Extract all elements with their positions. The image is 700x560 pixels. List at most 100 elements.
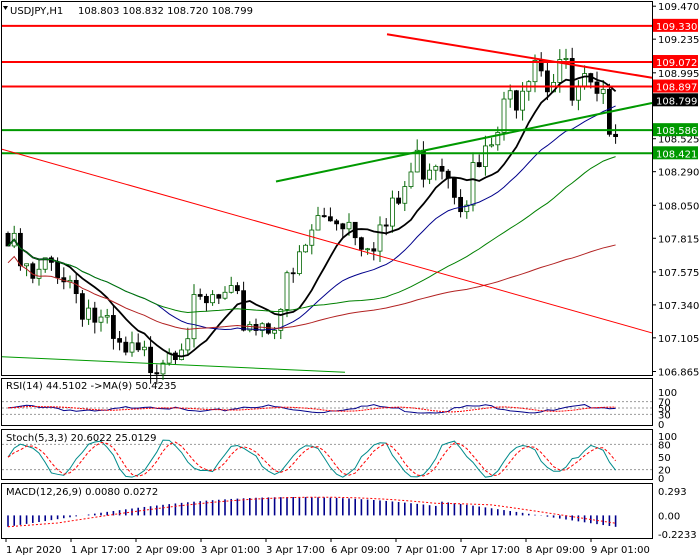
- candle-body: [408, 171, 414, 187]
- macd-label: MACD(12,26,9) 0.0080 0.0272: [6, 487, 158, 498]
- macd-frame: [1, 483, 653, 539]
- level-price-tag: [653, 55, 698, 69]
- candle-body: [439, 165, 445, 172]
- candle-body: [470, 162, 476, 206]
- time-tick-label: 8 Apr 09:00: [526, 545, 585, 556]
- sub-tick-label: 100: [658, 388, 677, 399]
- candle-body: [464, 204, 470, 213]
- candles: [5, 47, 618, 385]
- candle-body: [520, 90, 525, 111]
- candle-body: [179, 349, 185, 361]
- candle-body: [396, 197, 402, 204]
- sub-tick-label: 70: [658, 398, 671, 409]
- long-trendline[interactable]: [1, 148, 653, 334]
- time-tick-label: 2 Apr 09:00: [136, 545, 195, 556]
- candle-body: [148, 346, 154, 374]
- candle-body: [296, 251, 302, 274]
- candle-body: [303, 244, 309, 253]
- sub-tick-label: 0.00: [658, 511, 680, 522]
- price-tick-label: 106.865: [658, 367, 699, 378]
- symbol-timeframe: USDJPY,H1: [10, 6, 63, 17]
- time-tick-label: 7 Apr 01:00: [396, 545, 455, 556]
- sub-tick-label: 0: [658, 474, 664, 485]
- candle-body: [241, 290, 247, 331]
- main-plot-frame: [1, 1, 653, 376]
- candle-body: [482, 145, 488, 168]
- level-price-label: 109.072: [656, 58, 697, 69]
- lower-channel-line[interactable]: [1, 356, 346, 373]
- level-price-label: 108.586: [656, 126, 697, 137]
- sub-tick-label: 30: [658, 410, 671, 421]
- candle-body: [501, 98, 507, 133]
- rsi-frame: [1, 378, 653, 426]
- time-tick-label: 6 Apr 09:00: [331, 545, 390, 556]
- sub-tick-label: 50: [658, 453, 671, 464]
- candle-body: [228, 285, 234, 293]
- sub-tick-label: 100: [658, 432, 677, 443]
- ohlc-readout: 108.803 108.832 108.720 108.799: [78, 6, 253, 17]
- time-axis: 1 Apr 2020 1 Apr 17:00 2 Apr 09:00 3 Apr 01…: [5, 538, 650, 556]
- candle-body: [135, 342, 141, 351]
- price-tick-label: 108.050: [658, 201, 699, 212]
- sub-tick-label: 50: [658, 404, 671, 415]
- time-tick-label: 1 Apr 17:00: [71, 545, 130, 556]
- support-trendline[interactable]: [275, 101, 653, 183]
- candle-body: [284, 272, 290, 310]
- candle-body: [129, 342, 135, 353]
- collapse-triangle-icon[interactable]: [3, 6, 8, 10]
- price-axis: 109.470 109.235 108.995 108.525 108.290 108.0…: [652, 2, 699, 378]
- candle-body: [365, 248, 371, 251]
- candle-body: [358, 237, 364, 250]
- candle-body: [414, 149, 420, 173]
- candle-body: [80, 293, 85, 320]
- stoch-main-line: [7, 439, 616, 478]
- candle-body: [532, 59, 538, 83]
- candle-body: [600, 88, 606, 94]
- candle-body: [24, 263, 30, 267]
- ma-slow-line: [7, 156, 616, 314]
- candle-body: [402, 186, 408, 204]
- resistance-trendline[interactable]: [386, 33, 653, 79]
- candle-body: [334, 220, 340, 225]
- candle-body: [458, 196, 464, 213]
- time-tick-label: 1 Apr 2020: [6, 545, 61, 556]
- current-price-label: 108.799: [656, 96, 697, 107]
- candle-body: [476, 162, 482, 168]
- candle-body: [185, 338, 191, 351]
- sub-tick-label: 80: [658, 440, 671, 451]
- time-tick-label: 9 Apr 01:00: [591, 545, 650, 556]
- candle-body: [234, 285, 240, 292]
- sub-tick-label: 0.293: [658, 487, 687, 498]
- candle-body: [247, 323, 253, 331]
- candle-body: [594, 81, 600, 94]
- candle-body: [278, 308, 284, 331]
- candle-body: [514, 90, 519, 111]
- level-price-tag: [653, 18, 698, 32]
- candle-body: [427, 169, 433, 180]
- candle-body: [290, 272, 296, 275]
- level-price-tag: [653, 79, 698, 93]
- candle-body: [98, 316, 104, 323]
- candle-body: [495, 131, 501, 146]
- price-tick-label: 107.815: [658, 234, 699, 245]
- candle-body: [576, 85, 581, 101]
- candle-body: [191, 294, 197, 340]
- price-plot[interactable]: [1, 24, 653, 385]
- time-tick-label: 3 Apr 17:00: [266, 545, 325, 556]
- candle-body: [154, 372, 160, 375]
- level-price-label: 108.897: [656, 83, 697, 94]
- candle-body: [92, 307, 98, 323]
- time-tick-label: 7 Apr 17:00: [461, 545, 520, 556]
- rsi-label: RSI(14) 44.5102 ->MA(9) 50.4235: [6, 381, 177, 392]
- candle-body: [420, 149, 426, 180]
- price-tick-label: 109.235: [658, 35, 699, 46]
- candle-body: [216, 294, 222, 299]
- price-tick-label: 109.470: [658, 2, 699, 13]
- sub-tick-label: 20: [658, 466, 671, 477]
- sub-tick-label: 0: [658, 420, 664, 431]
- candle-body: [371, 248, 377, 252]
- price-tick-label: 108.995: [658, 69, 699, 80]
